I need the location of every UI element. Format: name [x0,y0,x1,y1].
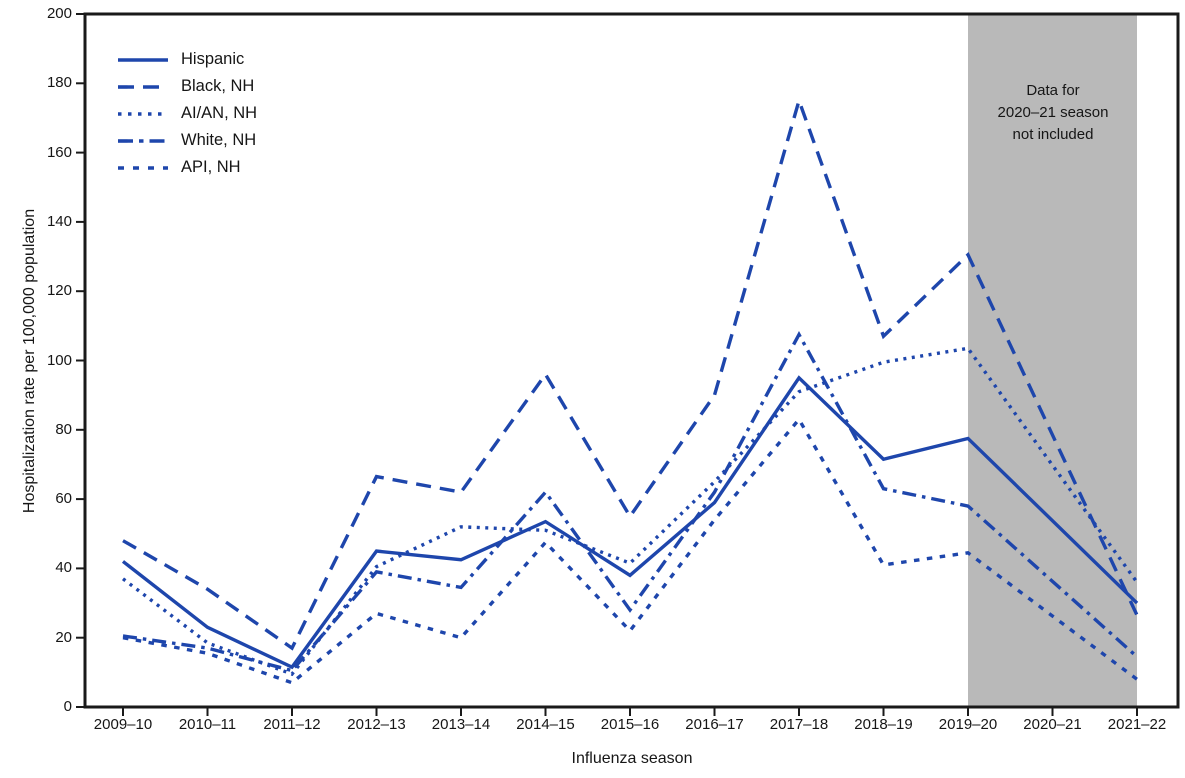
x-tick-label: 2019–20 [938,716,998,733]
y-tick-label-40: 40 [55,559,72,577]
legend-label: White, NH [181,131,257,149]
y-tick-label-140: 140 [46,212,72,230]
y-tick-label-200: 200 [46,5,72,22]
legend-label: Hispanic [181,50,245,68]
x-tick-label: 2014–15 [516,716,575,733]
x-tick-label: 2015–16 [600,716,660,733]
plot-border [83,12,1180,709]
legend-line-sample [118,138,168,143]
x-tick-label: 2012–13 [347,716,406,733]
x-tick-label: 2017–18 [769,716,829,733]
y-tick-label-120: 120 [46,282,72,300]
x-tick-label: 2018–19 [854,716,913,733]
y-tick-label-80: 80 [55,420,72,438]
series-line-white-nh [122,330,1139,673]
legend-line-sample [118,57,168,62]
legend-item: White, NH [118,127,257,154]
x-tick-label: 2009–10 [93,716,153,733]
y-tick-label-60: 60 [55,490,72,508]
series-line-black-nh [122,95,1139,651]
x-tick-label: 2013–14 [431,716,491,733]
x-axis-title: Influenza season [571,750,693,767]
x-tick-label: 2011–12 [263,716,321,733]
x-tick-label: 2020–21 [1023,716,1082,733]
legend-label: API, NH [181,158,241,176]
legend-item: AI/AN, NH [118,100,257,127]
legend-item: Black, NH [118,73,257,100]
series-line-api-nh [122,416,1139,685]
excluded-season-band [968,15,1137,706]
legend-label: Black, NH [181,77,255,95]
y-tick-label-20: 20 [55,628,72,646]
legend-line-sample [118,111,168,116]
y-tick-label-160: 160 [46,143,72,161]
legend-label: AI/AN, NH [181,104,258,122]
legend-item: Hispanic [118,46,257,73]
series-line-hispanic [121,375,1139,670]
y-tick-label-180: 180 [46,74,72,92]
y-axis-title: Hospitalization rate per 100,000 populat… [21,208,38,514]
legend-line-sample [118,165,168,170]
legend-item: API, NH [118,154,257,181]
x-tick-label: 2010–11 [178,716,237,733]
excluded-season-annotation: Data for 2020–21 season not included [997,82,1109,143]
y-tick-label-0: 0 [63,698,72,715]
series-line-ai-an-nh [121,346,1139,677]
legend: Hispanic Black, NH AI/AN, NH White, NH API, … [118,46,257,181]
legend-line-sample [118,84,168,89]
x-tick-label: 2016–17 [685,716,744,733]
y-tick-label-100: 100 [46,351,72,369]
x-tick-label: 2021–22 [1107,716,1167,733]
